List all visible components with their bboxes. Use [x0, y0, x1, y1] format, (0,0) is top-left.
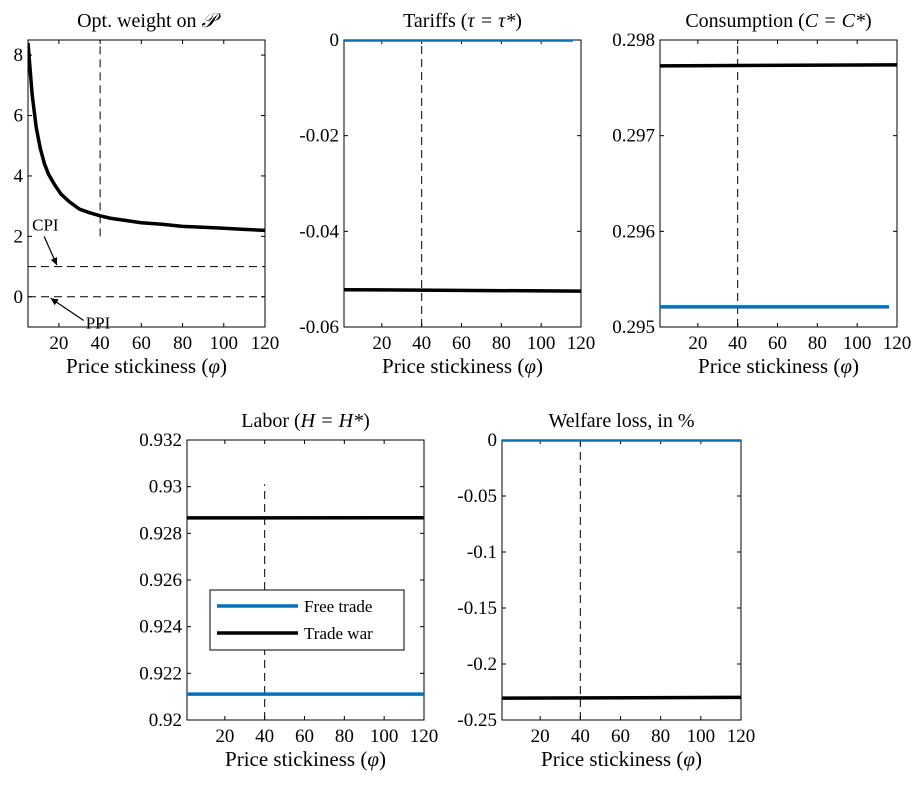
y-tick-label: 8: [14, 45, 24, 66]
x-tick-label: 40: [571, 726, 590, 747]
legend-label: Free trade: [304, 597, 372, 616]
x-tick-label: 20: [215, 726, 234, 747]
x-tick-label: 120: [883, 333, 912, 354]
y-tick-label: -0.15: [457, 598, 497, 619]
plot-area: [344, 40, 581, 327]
annotation-label: PPI: [86, 314, 111, 333]
x-axis-label: Price stickiness (φ): [225, 747, 386, 771]
annotation-arrowhead: [50, 298, 59, 306]
axes-box: [501, 439, 742, 721]
series-line-trade-war: [502, 695, 741, 700]
x-tick-label: 40: [728, 333, 747, 354]
x-tick-label: 80: [651, 726, 670, 747]
y-tick-label: 0.924: [139, 617, 182, 638]
axes-box: [27, 39, 266, 328]
panel-consumption: 20 40 60 80 100 120 0.295 0.296 0.297 0.298 Consum…: [612, 10, 911, 378]
x-tick-label: 60: [768, 333, 787, 354]
x-tick-label: 100: [687, 726, 716, 747]
x-axis-label: Price stickiness (φ): [698, 354, 859, 378]
y-tick-label: 0: [488, 430, 498, 451]
y-tick-label: 0.922: [139, 663, 182, 684]
x-axis-label: Price stickiness (φ): [382, 354, 543, 378]
series-line-trade-war: [28, 42, 265, 233]
y-tick-label: 0: [14, 287, 24, 308]
x-tick-label: 120: [410, 726, 439, 747]
x-tick-label: 60: [452, 333, 471, 354]
y-tick-label: -0.1: [467, 542, 497, 563]
y-tick-label: 0.92: [149, 710, 182, 731]
y-tick-label: 0.298: [612, 30, 655, 51]
y-tick-label: 4: [14, 166, 24, 187]
x-tick-label: 100: [370, 726, 399, 747]
y-tick-label: 0: [330, 30, 340, 51]
y-tick-label: 0.932: [139, 430, 182, 451]
x-tick-label: 20: [531, 726, 550, 747]
x-tick-label: 80: [173, 333, 192, 354]
y-tick-label: -0.05: [457, 486, 497, 507]
legend-box: [209, 589, 405, 651]
x-tick-label: 60: [132, 333, 151, 354]
x-tick-label: 120: [251, 333, 280, 354]
x-tick-label: 20: [372, 333, 391, 354]
y-tick-label: -0.06: [299, 317, 339, 338]
chart-title: Labor (H = H*): [241, 410, 369, 432]
x-tick-label: 40: [255, 726, 274, 747]
series-line-trade-war: [660, 63, 897, 68]
annotation-label: CPI: [32, 215, 59, 234]
x-tick-label: 20: [688, 333, 707, 354]
x-tick-label: 80: [492, 333, 511, 354]
x-tick-label: 120: [727, 726, 756, 747]
chart-title: Tariffs (τ = τ*): [403, 10, 522, 32]
y-tick-label: 0.297: [612, 126, 655, 147]
x-axis-label: Price stickiness (φ): [66, 354, 227, 378]
y-tick-label: 0.928: [139, 523, 182, 544]
x-tick-label: 80: [335, 726, 354, 747]
x-tick-label: 100: [210, 333, 239, 354]
x-axis-label: Price stickiness (φ): [541, 747, 702, 771]
chart-title: Opt. weight on 𝒫: [77, 10, 221, 32]
y-tick-label: -0.25: [457, 710, 497, 731]
panel-welfare-loss: 20 40 60 80 100 120 0 -0.05 -0.1 -0.15 -0.2 -0.25 We…: [457, 410, 755, 771]
chart-title: Consumption (C = C*): [685, 10, 871, 32]
plot-area: [28, 40, 265, 298]
x-tick-label: 40: [412, 333, 431, 354]
y-tick-label: -0.02: [299, 126, 339, 147]
x-tick-label: 60: [611, 726, 630, 747]
panel-opt-weight: 20 40 60 80 100 120 0 2 4 6 8 Opt. weight on 𝒫 Price…: [14, 10, 280, 378]
x-tick-label: 60: [295, 726, 314, 747]
y-tick-label: -0.04: [299, 221, 339, 242]
legend-label: Trade war: [304, 624, 373, 643]
x-tick-label: 120: [567, 333, 596, 354]
x-tick-label: 100: [843, 333, 872, 354]
y-tick-label: 0.296: [612, 221, 655, 242]
y-tick-label: 0.295: [612, 317, 655, 338]
y-tick-label: -0.2: [467, 654, 497, 675]
x-tick-label: 20: [49, 333, 68, 354]
annotation-arrowhead: [50, 257, 58, 266]
panel-tariffs: 20 40 60 80 100 120 0 -0.02 -0.04 -0.06 Tariffs (τ…: [299, 10, 595, 378]
x-tick-label: 80: [808, 333, 827, 354]
axes-box: [659, 39, 898, 328]
x-tick-label: 40: [91, 333, 110, 354]
chart-title: Welfare loss, in %: [548, 410, 694, 432]
y-tick-label: 2: [14, 226, 24, 247]
axes-box: [186, 439, 425, 721]
axes-box: [343, 39, 582, 328]
series-line-trade-war: [344, 287, 581, 293]
y-tick-label: 6: [14, 106, 24, 127]
y-tick-label: 0.93: [149, 477, 182, 498]
y-tick-label: 0.926: [139, 570, 182, 591]
plot-area: [660, 40, 897, 327]
plot-area: [502, 440, 741, 720]
panel-labor: 20 40 60 80 100 120 0.92 0.922 0.924 0.926 0.928 0.…: [139, 410, 438, 771]
x-tick-label: 100: [527, 333, 556, 354]
